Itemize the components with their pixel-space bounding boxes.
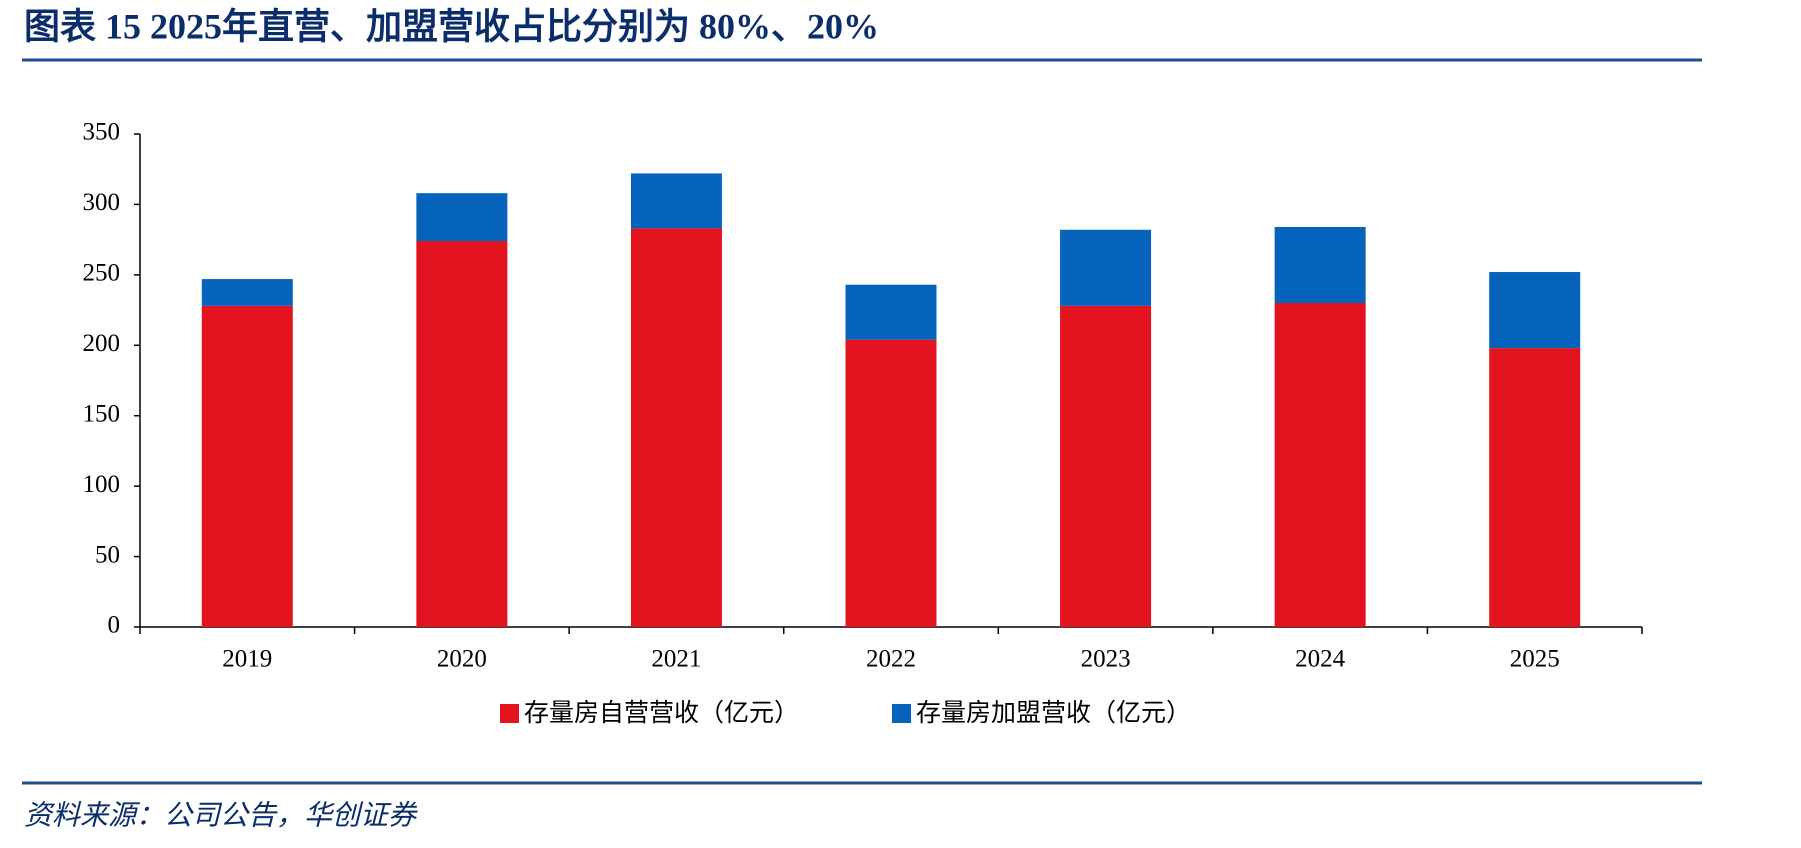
bar-segment bbox=[630, 228, 722, 628]
legend-swatch bbox=[892, 704, 911, 723]
bar-segment bbox=[1489, 272, 1581, 349]
bar-segment bbox=[1274, 226, 1366, 304]
x-tick-label: 2021 bbox=[651, 646, 701, 673]
bar-segment bbox=[1489, 348, 1581, 627]
x-tick-label: 2019 bbox=[222, 646, 272, 673]
title: 图表 15 2025年直营、加盟营收占比分别为 80%、20% bbox=[24, 6, 879, 46]
y-tick-label: 200 bbox=[83, 330, 121, 357]
bar-segment bbox=[630, 173, 722, 229]
y-tick-label: 150 bbox=[83, 400, 121, 427]
x-tick-label: 2023 bbox=[1081, 646, 1131, 673]
bar-segment bbox=[201, 305, 293, 627]
x-tick-label: 2020 bbox=[437, 646, 487, 673]
bar-segment bbox=[1060, 229, 1152, 306]
y-tick-label: 300 bbox=[83, 189, 121, 216]
legend-swatch bbox=[500, 704, 519, 723]
bar-segment bbox=[1060, 305, 1152, 627]
source: 资料来源：公司公告，华创证券 bbox=[24, 800, 418, 831]
bar-segment bbox=[1274, 303, 1366, 627]
y-tick-label: 250 bbox=[83, 260, 121, 287]
y-tick-label: 350 bbox=[83, 119, 121, 146]
x-tick-label: 2022 bbox=[866, 646, 916, 673]
y-tick-label: 0 bbox=[108, 612, 121, 639]
bar-segment bbox=[416, 193, 508, 242]
bar-segment bbox=[416, 241, 508, 627]
x-tick-label: 2024 bbox=[1295, 646, 1346, 673]
bar-segment bbox=[845, 339, 937, 627]
x-tick-label: 2025 bbox=[1510, 646, 1560, 673]
legend-label: 存量房自营营收（亿元） bbox=[524, 698, 799, 727]
bar-segment bbox=[845, 284, 937, 340]
y-tick-label: 100 bbox=[83, 471, 121, 498]
y-tick-label: 50 bbox=[95, 541, 120, 568]
bar-segment bbox=[201, 279, 293, 306]
legend-label: 存量房加盟营收（亿元） bbox=[916, 698, 1191, 727]
